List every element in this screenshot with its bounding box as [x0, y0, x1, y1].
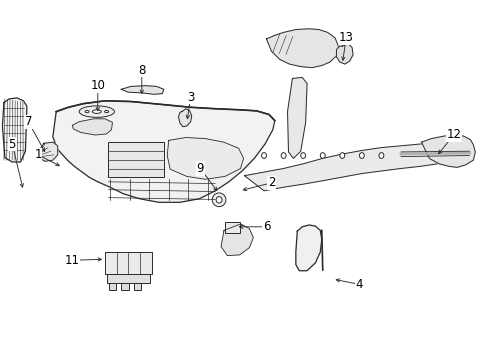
Bar [108, 283, 116, 290]
Ellipse shape [300, 153, 305, 158]
Text: 11: 11 [65, 254, 80, 267]
Polygon shape [72, 119, 112, 135]
Text: 6: 6 [262, 220, 270, 233]
Bar [134, 283, 141, 290]
Polygon shape [266, 29, 338, 68]
Polygon shape [39, 142, 58, 161]
Ellipse shape [378, 153, 383, 158]
Ellipse shape [79, 106, 114, 117]
Polygon shape [121, 86, 163, 94]
Text: 9: 9 [196, 162, 204, 175]
Polygon shape [178, 109, 191, 127]
Ellipse shape [92, 110, 101, 113]
Bar [106, 274, 149, 283]
Text: 7: 7 [24, 115, 32, 128]
Text: 13: 13 [338, 31, 353, 44]
Ellipse shape [339, 153, 344, 158]
Polygon shape [421, 135, 474, 167]
Ellipse shape [261, 153, 266, 158]
Ellipse shape [281, 153, 285, 158]
Text: 4: 4 [355, 278, 363, 291]
Ellipse shape [85, 111, 89, 113]
Polygon shape [2, 98, 27, 162]
Ellipse shape [104, 111, 108, 113]
Bar [107, 142, 163, 177]
Polygon shape [244, 143, 447, 191]
Polygon shape [295, 225, 321, 271]
Ellipse shape [216, 197, 222, 203]
Polygon shape [53, 101, 274, 202]
Ellipse shape [359, 153, 364, 158]
Bar [224, 222, 239, 233]
Polygon shape [336, 44, 352, 64]
Text: 12: 12 [446, 129, 460, 141]
Polygon shape [167, 138, 243, 179]
Text: 1: 1 [34, 148, 42, 161]
Polygon shape [287, 77, 306, 158]
Polygon shape [221, 224, 253, 256]
Text: 2: 2 [267, 176, 275, 189]
Text: 8: 8 [138, 64, 145, 77]
Text: 5: 5 [8, 138, 16, 150]
Text: 3: 3 [186, 91, 194, 104]
Bar [105, 252, 151, 274]
Text: 10: 10 [90, 79, 105, 92]
Bar [121, 283, 128, 290]
Ellipse shape [212, 193, 225, 207]
Ellipse shape [320, 153, 325, 158]
